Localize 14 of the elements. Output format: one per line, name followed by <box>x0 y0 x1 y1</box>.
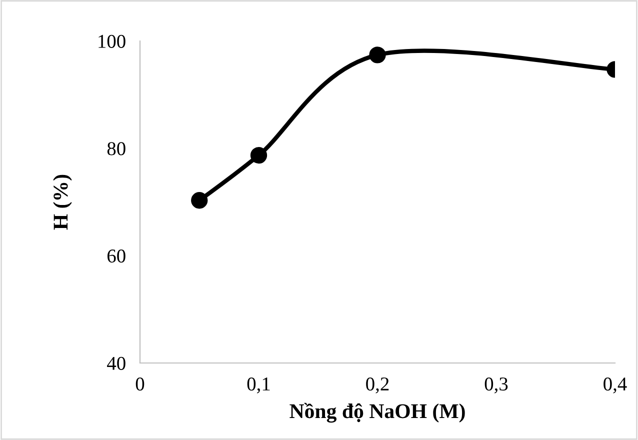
y-tick-label: 60 <box>108 249 126 263</box>
y-tick-label: 40 <box>107 356 126 370</box>
y-axis-title: H (%) <box>53 174 72 230</box>
y-tick-label: 80 <box>107 142 126 156</box>
x-tick-label: 0 <box>136 377 144 391</box>
x-tick-label: 0,1 <box>247 377 270 394</box>
x-tick-label: 0,4 <box>604 377 627 394</box>
point <box>250 146 268 164</box>
point <box>191 192 208 209</box>
point <box>369 46 386 64</box>
x-axis-title: Nồng độ NaOH (M) <box>290 402 465 423</box>
x-tick-label: 0,2 <box>366 377 389 394</box>
x-tick-label: 0,3 <box>484 377 508 394</box>
y-tick-label: 100 <box>98 34 126 48</box>
